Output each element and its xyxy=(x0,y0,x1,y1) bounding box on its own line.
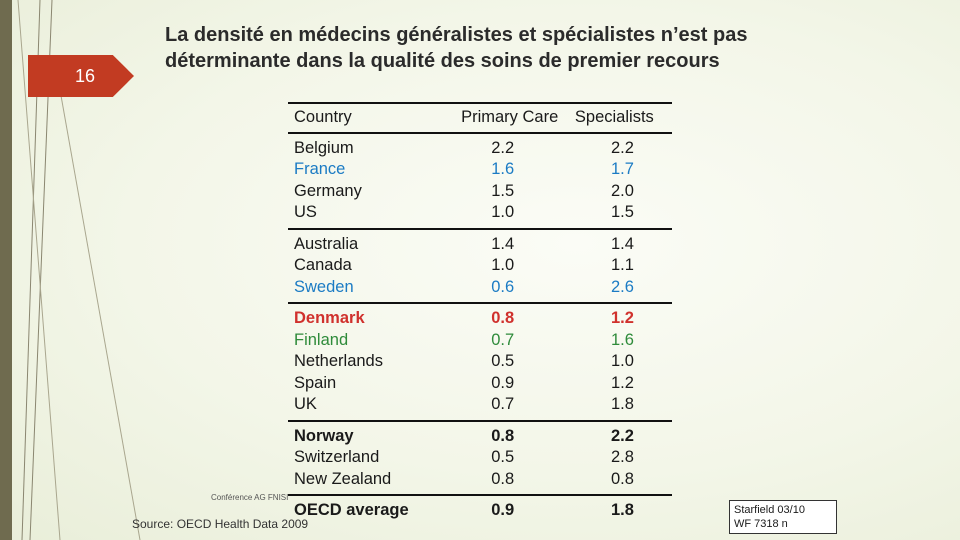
specialists-value: 2.0 xyxy=(610,181,634,200)
left-accent-strip xyxy=(0,0,12,540)
average-label: OECD average xyxy=(294,501,409,519)
table-row: OECD average 0.9 1.8 xyxy=(288,495,672,524)
specialists-value: 1.6 xyxy=(610,330,634,349)
table-row: Australia Canada Sweden 1.4 1.0 0.6 1.4 … xyxy=(288,228,672,304)
header-country: Country xyxy=(288,102,433,134)
primary-care-cell: 1.4 1.0 0.6 xyxy=(432,228,573,304)
primary-care-value: 0.5 xyxy=(491,448,515,466)
slide-number-badge: 16 xyxy=(28,55,134,97)
country-name: Norway xyxy=(294,426,354,445)
primary-care-value: 0.7 xyxy=(491,395,515,413)
table-group-4: Norway Switzerland New Zealand 0.8 0.5 0… xyxy=(288,420,672,496)
table-header-row: Country Primary Care Specialists xyxy=(288,102,672,134)
table-group-1: Belgium France Germany US 2.2 1.6 1.5 1.… xyxy=(288,132,672,230)
country-name: UK xyxy=(294,395,317,413)
specialists-value: 2.8 xyxy=(610,448,634,466)
country-name: Spain xyxy=(294,373,337,392)
source-note: Source: OECD Health Data 2009 xyxy=(132,517,309,531)
table-group-3: Denmark Finland Netherlands Spain UK 0.8… xyxy=(288,303,672,422)
country-name: France xyxy=(294,160,346,178)
specialists-value: 1.1 xyxy=(610,256,634,274)
country-name: New Zealand xyxy=(294,469,392,488)
primary-care-value: 2.2 xyxy=(491,138,515,157)
header-specialists: Specialists xyxy=(572,102,672,134)
specialists-value: 1.5 xyxy=(610,203,634,221)
country-name: Netherlands xyxy=(294,352,383,370)
specialists-value: 2.2 xyxy=(610,426,634,445)
specialists-cell: 1.4 1.1 2.6 xyxy=(572,228,672,304)
specialists-cell: 1.2 1.6 1.0 1.2 1.8 xyxy=(572,303,672,422)
primary-care-value: 0.7 xyxy=(491,330,515,349)
country-name: Belgium xyxy=(294,138,354,157)
primary-care-value: 1.6 xyxy=(491,160,515,178)
country-name: Finland xyxy=(294,330,349,349)
starfield-line-1: Starfield 03/10 xyxy=(734,504,805,516)
primary-care-value: 0.5 xyxy=(491,352,515,370)
table-row: Belgium France Germany US 2.2 1.6 1.5 1.… xyxy=(288,132,672,230)
specialists-value: 2.6 xyxy=(610,277,634,296)
country-cell: Norway Switzerland New Zealand xyxy=(288,420,433,496)
table-row: Norway Switzerland New Zealand 0.8 0.5 0… xyxy=(288,420,672,496)
primary-care-value: 0.8 xyxy=(491,309,515,327)
primary-care-value: 1.0 xyxy=(491,203,515,221)
specialists-value: 1.2 xyxy=(610,309,634,327)
specialists-cell: 2.2 1.7 2.0 1.5 xyxy=(572,132,672,230)
specialists-value: 1.2 xyxy=(610,373,634,392)
specialists-value: 1.0 xyxy=(610,352,634,370)
table-row: Denmark Finland Netherlands Spain UK 0.8… xyxy=(288,303,672,422)
primary-care-value: 0.9 xyxy=(491,373,515,392)
primary-care-cell: 2.2 1.6 1.5 1.0 xyxy=(432,132,573,230)
specialists-value: 2.2 xyxy=(610,138,634,157)
specialists-value: 1.8 xyxy=(610,395,634,413)
primary-care-value: 0.8 xyxy=(491,469,515,488)
starfield-reference-box: Starfield 03/10 WF 7318 n xyxy=(729,500,837,534)
primary-care-value: 1.4 xyxy=(491,234,515,253)
country-name: Sweden xyxy=(294,277,354,296)
density-table: Country Primary Care Specialists Belgium… xyxy=(288,102,672,524)
country-name: Switzerland xyxy=(294,448,380,466)
country-name: Australia xyxy=(294,234,359,253)
country-cell: Belgium France Germany US xyxy=(288,132,433,230)
average-specialists: 1.8 xyxy=(610,501,634,519)
average-primary-care: 0.9 xyxy=(491,501,515,519)
table-group-2: Australia Canada Sweden 1.4 1.0 0.6 1.4 … xyxy=(288,228,672,304)
country-cell: Denmark Finland Netherlands Spain UK xyxy=(288,303,433,422)
specialists-value: 1.4 xyxy=(610,234,634,253)
primary-care-value: 1.0 xyxy=(491,256,515,274)
primary-care-cell: 0.8 0.5 0.8 xyxy=(432,420,573,496)
country-name: Germany xyxy=(294,181,362,200)
primary-care-value: 0.6 xyxy=(491,277,515,296)
starfield-line-2: WF 7318 n xyxy=(734,518,788,530)
primary-care-cell: 0.8 0.7 0.5 0.9 0.7 xyxy=(432,303,573,422)
country-name: Denmark xyxy=(294,309,365,327)
slide-title: La densité en médecins généralistes et s… xyxy=(165,24,748,72)
specialists-value: 1.7 xyxy=(610,160,634,178)
specialists-value: 0.8 xyxy=(610,469,634,488)
country-name: US xyxy=(294,203,317,221)
primary-care-value: 1.5 xyxy=(491,181,515,200)
conference-note: Conférence AG FNISI xyxy=(211,493,289,502)
table-average-group: OECD average 0.9 1.8 xyxy=(288,495,672,524)
slide-number: 16 xyxy=(75,65,96,86)
country-cell: Australia Canada Sweden xyxy=(288,228,433,304)
primary-care-value: 0.8 xyxy=(491,426,515,445)
header-primary-care: Primary Care xyxy=(432,102,573,134)
country-name: Canada xyxy=(294,256,352,274)
specialists-cell: 2.2 2.8 0.8 xyxy=(572,420,672,496)
